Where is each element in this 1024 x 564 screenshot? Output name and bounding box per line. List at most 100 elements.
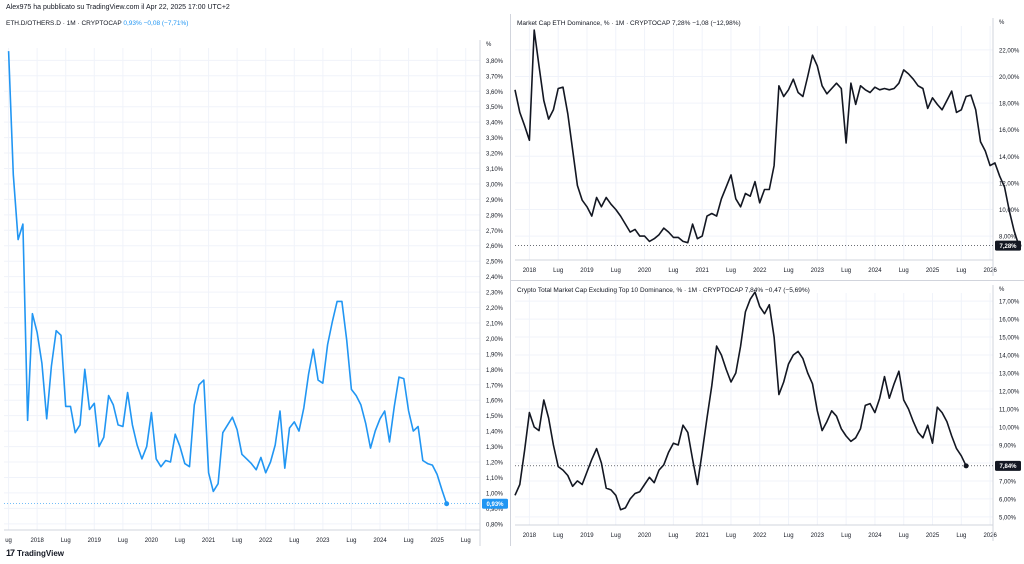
x-tick-label: ug (5, 538, 12, 544)
x-tick-label: 2019 (580, 533, 594, 539)
y-tick-label: 1,80% (486, 368, 504, 374)
y-tick-label: 2,60% (486, 244, 504, 250)
x-tick-label: 2023 (811, 533, 825, 539)
y-tick-label: 10,00% (999, 425, 1020, 431)
x-tick-label: 2025 (926, 268, 940, 274)
y-tick-label: 8,00% (999, 235, 1017, 241)
x-tick-label: Lug (726, 533, 736, 539)
x-tick-label: 2021 (695, 268, 709, 274)
y-tick-label: 3,10% (486, 167, 504, 173)
series-legend-last-value: 7,84% (745, 287, 765, 294)
x-tick-label: Lug (668, 533, 678, 539)
x-tick-label: Lug (956, 533, 966, 539)
price-axis-unit: % (999, 287, 1005, 293)
last-value-badge (995, 240, 1021, 251)
series-line (514, 291, 967, 511)
y-tick-label: 1,00% (486, 491, 504, 497)
x-tick-label: Lug (346, 538, 356, 544)
y-tick-label: 3,80% (486, 59, 504, 65)
y-tick-label: 3,70% (486, 74, 504, 80)
series-legend-title: ETH.D/OTHERS.D · 1M · CRYPTOCAP (6, 20, 123, 27)
y-tick-label: 12,00% (999, 181, 1020, 187)
y-tick-label: 3,60% (486, 90, 504, 96)
y-tick-label: 17,00% (999, 300, 1020, 306)
y-tick-label: 2,00% (486, 337, 504, 343)
y-tick-label: 1,70% (486, 383, 504, 389)
chart-excluding-top10-dominance[interactable]: 17,00% 16,00% 15,00% 14,00% 13,00% 12,00% 11,0… (511, 281, 1024, 546)
x-tick-label: Lug (784, 268, 794, 274)
y-tick-label: 3,40% (486, 121, 504, 127)
y-tick-label: 3,50% (486, 105, 504, 111)
price-axis-unit: % (486, 42, 492, 48)
y-tick-label: 0,80% (486, 522, 504, 528)
y-tick-label: 1,40% (486, 430, 504, 436)
x-tick-label: 2024 (373, 538, 387, 544)
series-line (7, 51, 448, 504)
y-tick-label: 1,50% (486, 414, 504, 420)
y-tick-label: 2,40% (486, 275, 504, 281)
price-axis-unit: % (999, 20, 1005, 26)
tradingview-logo[interactable]: 17 TradingView (6, 548, 64, 558)
x-tick-label: Lug (899, 268, 909, 274)
x-tick-label: Lug (611, 533, 621, 539)
y-tick-label: 1,90% (486, 352, 504, 358)
x-tick-label: 2018 (523, 268, 537, 274)
tradingview-logo-text: TradingView (17, 548, 64, 558)
x-tick-label: 2021 (695, 533, 709, 539)
y-tick-label: 3,20% (486, 152, 504, 158)
y-tick-label: 2,50% (486, 260, 504, 266)
x-tick-label: 2025 (430, 538, 444, 544)
x-tick-label: 2020 (638, 268, 652, 274)
y-tick-label: 11,00% (999, 408, 1020, 414)
x-tick-label: Lug (61, 538, 71, 544)
series-legend-change: −0,47 (−5,69%) (765, 287, 810, 294)
y-tick-label: 1,10% (486, 476, 504, 482)
y-tick-label: 2,10% (486, 321, 504, 327)
series-legend: Market Cap ETH Dominance, % · 1M · CRYPT… (517, 20, 741, 27)
series-legend: ETH.D/OTHERS.D · 1M · CRYPTOCAP 0,93% −0… (6, 20, 188, 27)
series-line (514, 29, 1020, 246)
x-tick-label: Lug (899, 533, 909, 539)
y-tick-label: 2,20% (486, 306, 504, 312)
y-tick-label: 13,00% (999, 372, 1020, 378)
series-legend-last-value: 0,93% (123, 20, 143, 27)
y-tick-label: 14,00% (999, 155, 1020, 161)
y-tick-label: 6,00% (999, 497, 1017, 503)
x-tick-label: Lug (841, 268, 851, 274)
y-tick-label: 15,00% (999, 336, 1020, 342)
y-tick-label: 2,80% (486, 213, 504, 219)
x-tick-label: Lug (611, 268, 621, 274)
x-tick-label: Lug (784, 533, 794, 539)
y-tick-label: 1,30% (486, 445, 504, 451)
chart-eth-dominance[interactable]: 22,00%20,00%18,00%16,00%14,00%12,00%10,0… (511, 14, 1024, 280)
series-legend: Crypto Total Market Cap Excluding Top 10… (517, 287, 810, 294)
x-tick-label: Lug (289, 538, 299, 544)
x-tick-label: 2021 (202, 538, 216, 544)
x-tick-label: 2026 (983, 268, 997, 274)
publisher-caption: Alex975 ha pubblicato su TradingView.com… (6, 4, 230, 11)
chart-eth-others-ratio[interactable]: 3,80% 3,70% 3,60% 3,50% 3,40% 3,30% 3,20% 3,10%… (0, 14, 510, 546)
x-tick-label: Lug (841, 533, 851, 539)
y-tick-label: 0,90% (486, 507, 504, 513)
x-tick-label: Lug (232, 538, 242, 544)
tradingview-logo-icon: 17 (6, 548, 15, 558)
pane-divider-vertical[interactable] (510, 14, 511, 546)
x-tick-label: 2019 (88, 538, 102, 544)
x-tick-label: 2018 (523, 533, 537, 539)
pane-divider-horizontal[interactable] (511, 280, 1024, 281)
x-tick-label: 2022 (753, 533, 767, 539)
y-tick-label: 1,20% (486, 461, 504, 467)
x-tick-label: 2023 (811, 268, 825, 274)
last-value-label: 7,84% (999, 464, 1017, 470)
last-value-badge (995, 460, 1021, 471)
x-tick-label: Lug (668, 268, 678, 274)
x-tick-label: 2019 (580, 268, 594, 274)
x-tick-label: 2024 (868, 268, 882, 274)
last-value-point (444, 501, 450, 507)
x-tick-label: 2022 (753, 268, 767, 274)
y-tick-label: 18,00% (999, 102, 1020, 108)
x-tick-label: 2022 (259, 538, 273, 544)
x-tick-label: Lug (118, 538, 128, 544)
y-tick-label: 3,30% (486, 136, 504, 142)
series-legend-change: −1,08 (−12,98%) (692, 20, 740, 27)
